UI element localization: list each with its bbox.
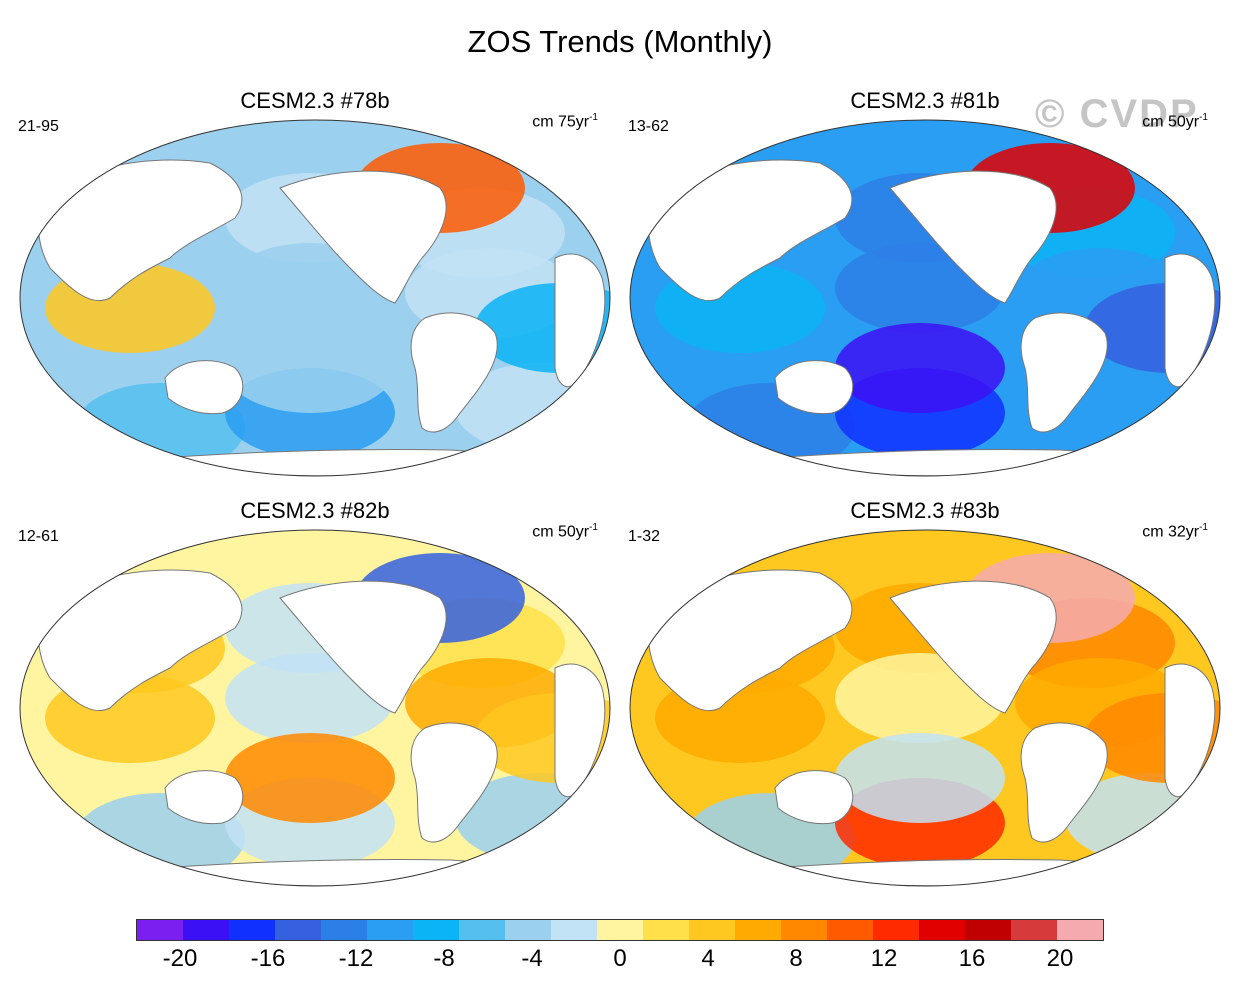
map-outline bbox=[629, 529, 1221, 887]
trend-region bbox=[225, 323, 395, 413]
ocean-field bbox=[630, 120, 1220, 476]
colorbar-tick-label: 12 bbox=[870, 945, 898, 972]
map-outline bbox=[19, 529, 611, 887]
land-africa bbox=[554, 663, 606, 798]
land-north-america bbox=[889, 170, 1057, 304]
ocean-trend-map bbox=[19, 529, 611, 887]
land-north-america bbox=[279, 580, 447, 714]
colorbar-segment bbox=[873, 920, 919, 940]
colorbar-tick-label: -20 bbox=[162, 945, 198, 972]
ocean-trend-map bbox=[19, 119, 611, 477]
colorbar-labels: -20 -16 -12 -8 -4 0 4 8 12 16 20 bbox=[136, 945, 1104, 975]
ocean-trend-map bbox=[629, 119, 1221, 477]
colorbar-tick-label: 4 bbox=[701, 945, 715, 972]
panel-period-label: 13-62 bbox=[628, 118, 669, 135]
colorbar-tick-label: 8 bbox=[789, 945, 803, 972]
colorbar-tick-label: -12 bbox=[338, 945, 374, 972]
ocean-field bbox=[20, 530, 610, 886]
land-south-america bbox=[1020, 722, 1108, 843]
map-panel-83b: CESM2.3 #83b 1-32 cm 32yr-1 bbox=[620, 498, 1230, 898]
land-north-america bbox=[279, 170, 447, 304]
colorbar-segment bbox=[229, 920, 275, 940]
land-africa bbox=[1164, 253, 1216, 388]
colorbar-tick-label: -8 bbox=[433, 945, 455, 972]
land-south-america bbox=[410, 312, 498, 433]
panel-period-label: 1-32 bbox=[628, 528, 661, 545]
panel-unit-label: cm 50yr-1 bbox=[1142, 112, 1208, 131]
watermark: © CVDP bbox=[1035, 92, 1199, 136]
land-north-america bbox=[889, 580, 1057, 714]
land-antarctica bbox=[709, 859, 1141, 886]
land-australia bbox=[774, 770, 854, 825]
colorbar-segment bbox=[827, 920, 873, 940]
colorbar-segment bbox=[551, 920, 597, 940]
colorbar-segment bbox=[413, 920, 459, 940]
colorbar-segment bbox=[183, 920, 229, 940]
colorbar-tick-label: -16 bbox=[250, 945, 286, 972]
land-asia bbox=[647, 569, 853, 712]
trend-region bbox=[835, 323, 1005, 413]
colorbar-segment bbox=[275, 920, 321, 940]
colorbar-segment bbox=[643, 920, 689, 940]
colorbar-segment bbox=[965, 920, 1011, 940]
panel-period-label: 12-61 bbox=[18, 528, 59, 545]
land-antarctica bbox=[99, 449, 531, 476]
colorbar-tick-label: 0 bbox=[613, 945, 627, 972]
colorbar-segment bbox=[505, 920, 551, 940]
map-outline bbox=[19, 119, 611, 477]
colorbar-segment bbox=[1057, 920, 1103, 940]
colorbar-segment bbox=[597, 920, 643, 940]
land-africa bbox=[554, 253, 606, 388]
map-panel-82b: CESM2.3 #82b 12-61 cm 50yr-1 bbox=[10, 498, 620, 898]
panel-title: CESM2.3 #82b bbox=[240, 498, 390, 523]
panel-unit-label: cm 32yr-1 bbox=[1142, 522, 1208, 541]
colorbar-tick-label: 20 bbox=[1046, 945, 1074, 972]
colorbar-segment bbox=[919, 920, 965, 940]
land-africa bbox=[1164, 663, 1216, 798]
colorbar-segment bbox=[689, 920, 735, 940]
land-australia bbox=[164, 360, 244, 415]
colorbar-segment bbox=[321, 920, 367, 940]
colorbar-segment bbox=[1011, 920, 1057, 940]
panel-period-label: 21-95 bbox=[18, 118, 59, 135]
colorbar-tick-label: -4 bbox=[521, 945, 543, 972]
ocean-field bbox=[630, 530, 1220, 886]
colorbar-segment bbox=[459, 920, 505, 940]
map-panel-78b: CESM2.3 #78b 21-95 cm 75yr-1 bbox=[10, 88, 620, 488]
figure-title: ZOS Trends (Monthly) bbox=[467, 24, 773, 59]
land-asia bbox=[37, 569, 243, 712]
panel-unit-label: cm 50yr-1 bbox=[532, 522, 598, 541]
panel-unit-label: cm 75yr-1 bbox=[532, 112, 598, 131]
panel-title: CESM2.3 #81b bbox=[850, 88, 1000, 113]
land-south-america bbox=[410, 722, 498, 843]
map-outline bbox=[629, 119, 1221, 477]
map-panel-81b: CESM2.3 #81b 13-62 cm 50yr-1 bbox=[620, 88, 1230, 488]
ocean-field bbox=[20, 120, 610, 476]
land-antarctica bbox=[99, 859, 531, 886]
colorbar-segment bbox=[137, 920, 183, 940]
land-asia bbox=[37, 159, 243, 302]
trend-region bbox=[835, 733, 1005, 823]
colorbar-segment bbox=[781, 920, 827, 940]
colorbar-segment bbox=[735, 920, 781, 940]
land-south-america bbox=[1020, 312, 1108, 433]
colorbar-tick-label: 16 bbox=[958, 945, 986, 972]
panel-title: CESM2.3 #78b bbox=[240, 88, 390, 113]
land-antarctica bbox=[709, 449, 1141, 476]
land-australia bbox=[164, 770, 244, 825]
trend-region bbox=[225, 733, 395, 823]
colorbar-segment bbox=[367, 920, 413, 940]
ocean-trend-map bbox=[629, 529, 1221, 887]
land-asia bbox=[647, 159, 853, 302]
colorbar bbox=[136, 919, 1104, 941]
land-australia bbox=[774, 360, 854, 415]
panel-title: CESM2.3 #83b bbox=[850, 498, 1000, 523]
